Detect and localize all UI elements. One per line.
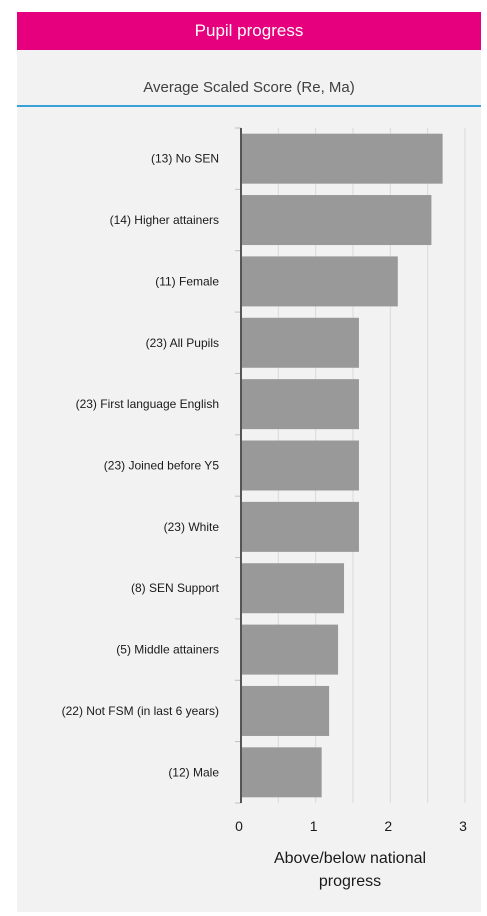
category-label: (13) No SEN	[151, 152, 219, 166]
subtitle-divider	[17, 105, 481, 107]
bar	[241, 624, 339, 675]
x-tick-label: 3	[459, 818, 467, 834]
bar	[241, 440, 359, 491]
bar	[241, 379, 359, 430]
bar	[241, 256, 398, 307]
bar	[241, 195, 432, 246]
bar	[241, 317, 359, 368]
page-title: Pupil progress	[17, 12, 481, 50]
x-tick-label: 2	[384, 818, 392, 834]
category-label: (22) Not FSM (in last 6 years)	[62, 704, 219, 718]
category-label: (23) All Pupils	[146, 336, 219, 350]
bar	[241, 685, 330, 736]
category-label: (8) SEN Support	[131, 581, 220, 595]
x-tick-label: 0	[235, 818, 243, 834]
x-axis-label-line-2: progress	[319, 873, 381, 890]
category-label: (12) Male	[168, 765, 219, 779]
category-label: (23) White	[164, 520, 220, 534]
category-label: (23) Joined before Y5	[104, 459, 220, 473]
bar	[241, 563, 345, 614]
chart-subtitle: Average Scaled Score (Re, Ma)	[143, 79, 355, 96]
category-label: (14) Higher attainers	[110, 213, 219, 227]
category-label: (11) Female	[155, 274, 219, 288]
category-label: (23) First language English	[76, 397, 219, 411]
bar	[241, 133, 443, 184]
x-tick-label: 1	[310, 818, 318, 834]
category-label: (5) Middle attainers	[116, 643, 219, 657]
bar	[241, 501, 359, 552]
x-axis-label-line-1: Above/below national	[274, 850, 426, 867]
bar	[241, 747, 322, 798]
